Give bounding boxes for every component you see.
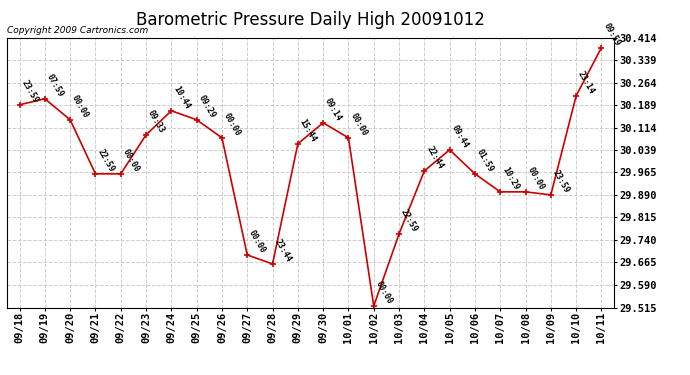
Text: 23:59: 23:59 <box>19 79 40 105</box>
Text: 09:59: 09:59 <box>602 21 622 48</box>
Text: 09:44: 09:44 <box>450 124 470 150</box>
Text: 00:00: 00:00 <box>121 148 141 174</box>
Text: 22:59: 22:59 <box>399 208 420 234</box>
Text: 00:00: 00:00 <box>374 280 394 306</box>
Text: 15:44: 15:44 <box>298 118 318 144</box>
Text: Copyright 2009 Cartronics.com: Copyright 2009 Cartronics.com <box>7 26 148 35</box>
Text: 23:14: 23:14 <box>576 70 596 96</box>
Text: 09:33: 09:33 <box>146 109 166 135</box>
Text: 01:59: 01:59 <box>475 148 495 174</box>
Text: 10:29: 10:29 <box>500 166 520 192</box>
Text: 00:00: 00:00 <box>70 94 90 120</box>
Text: 22:44: 22:44 <box>424 145 444 171</box>
Text: 09:14: 09:14 <box>323 97 344 123</box>
Text: 00:00: 00:00 <box>222 112 242 138</box>
Text: 07:59: 07:59 <box>45 73 65 99</box>
Text: 00:00: 00:00 <box>526 166 546 192</box>
Text: 23:44: 23:44 <box>273 238 293 264</box>
Text: Barometric Pressure Daily High 20091012: Barometric Pressure Daily High 20091012 <box>136 11 485 29</box>
Text: 00:00: 00:00 <box>247 229 268 255</box>
Text: 23:59: 23:59 <box>551 169 571 195</box>
Text: 22:59: 22:59 <box>95 148 116 174</box>
Text: 00:00: 00:00 <box>348 112 368 138</box>
Text: 10:44: 10:44 <box>171 85 192 111</box>
Text: 09:29: 09:29 <box>197 94 217 120</box>
